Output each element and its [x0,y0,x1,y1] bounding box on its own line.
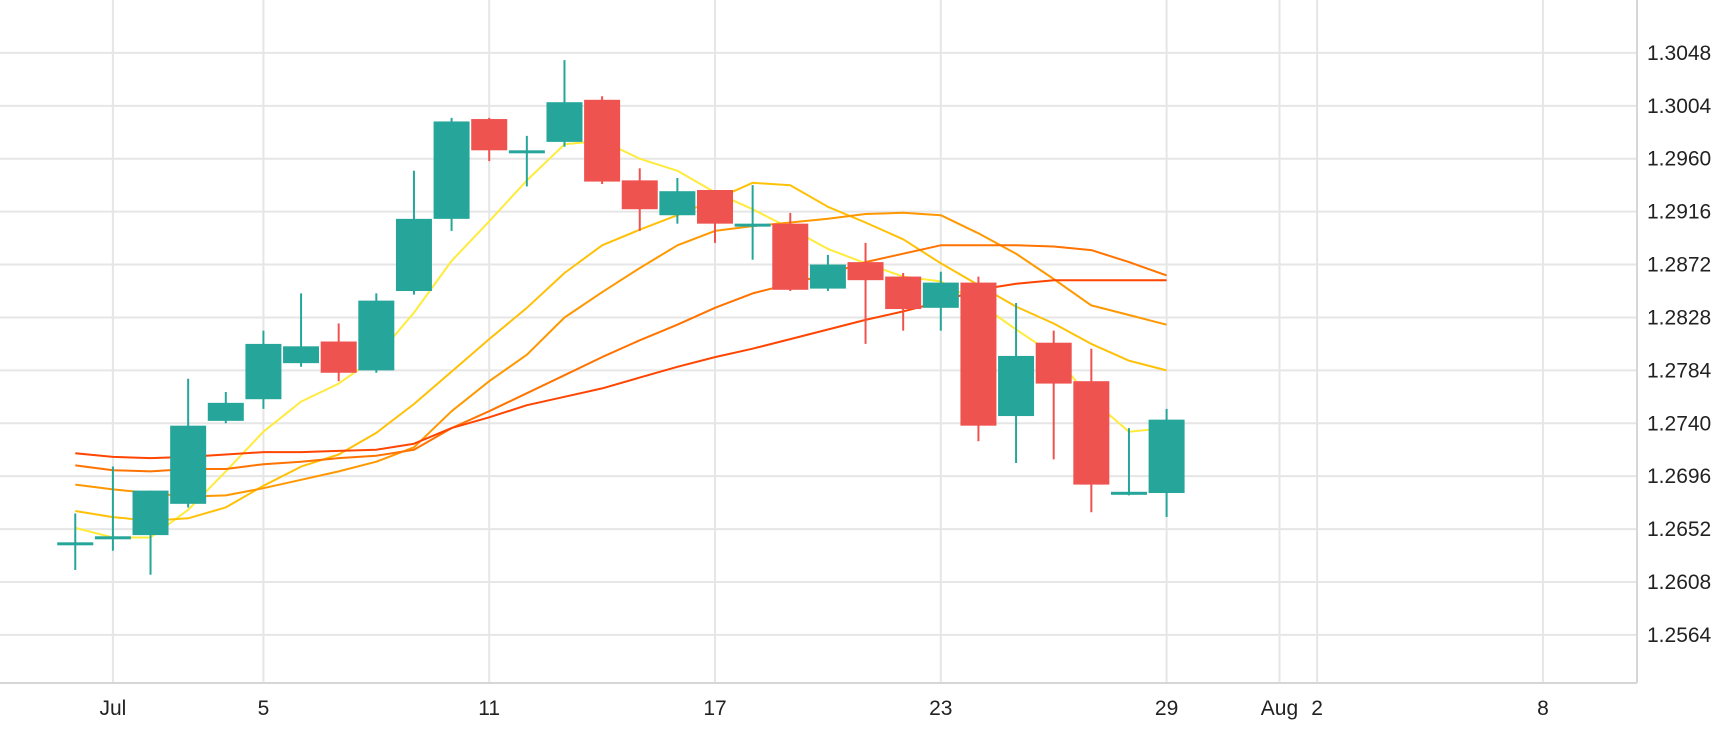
candle [1035,330,1072,460]
candle [132,490,169,575]
candle-body [922,282,959,308]
candle-body [697,189,734,224]
candle-body [132,490,169,536]
candle-body [395,218,432,291]
x-tick-label: 8 [1537,697,1549,720]
candles [57,60,1185,575]
candle [621,168,658,231]
y-tick-label: 1.2916 [1647,201,1711,224]
x-tick-label: 11 [478,697,500,720]
candle-body [57,542,94,546]
x-tick-label: 2 [1311,697,1323,720]
candle-body [809,264,846,289]
candle-body [245,343,282,400]
x-tick-label: Jul [99,697,126,720]
candle [57,513,94,570]
y-tick-label: 1.2872 [1647,254,1711,277]
moving-average-line [75,139,1167,539]
candle-body [1148,419,1185,494]
candle [885,272,922,331]
candle [1073,348,1110,513]
y-tick-label: 1.2608 [1647,571,1711,594]
moving-average-lines [75,139,1167,539]
candle-body [170,425,207,504]
candle-body [847,262,884,281]
candle-body [885,276,922,310]
x-tick-label: 17 [703,697,726,720]
candle [584,96,621,184]
candle-body [320,341,357,373]
y-tick-label: 1.2564 [1647,624,1712,647]
candle-body [659,191,696,216]
candle-body [94,536,131,540]
candle-body [621,180,658,210]
candle [283,293,320,367]
candle [659,177,696,224]
candle [697,189,734,243]
candle [546,60,583,147]
candle [245,330,282,409]
x-tick-label: 23 [929,697,952,720]
candle-body [772,223,809,290]
candle [320,323,357,382]
y-tick-label: 1.2740 [1647,412,1711,435]
candle-body [207,402,244,421]
candle [847,242,884,344]
candle [395,170,432,295]
y-tick-label: 1.2652 [1647,518,1711,541]
candle [94,466,131,551]
grid-lines [0,0,1637,683]
candle [1110,428,1147,496]
y-tick-label: 1.2696 [1647,465,1711,488]
x-tick-label: Aug [1261,697,1298,720]
candle [772,212,809,291]
candle-body [358,300,395,371]
axes: 1.3048 1.3004 1.2960 1.2916 1.2872 1.2828 1.27… [0,0,1712,720]
candle-body [998,355,1035,417]
x-tick-label: 5 [258,697,270,720]
moving-average-line [75,181,1167,522]
y-tick-label: 1.3004 [1647,95,1712,118]
candle [960,276,997,442]
candle-body [508,150,545,154]
candle-body [584,99,621,182]
candle [508,135,545,187]
candle [998,303,1035,463]
candle-body [433,121,470,219]
candle [471,117,508,162]
candle-body [960,282,997,426]
candle [433,117,470,231]
candle [207,392,244,424]
candle-body [734,223,771,227]
candle-body [1073,381,1110,485]
candle [358,293,395,373]
candle-body [1035,342,1072,384]
candle-body [1110,491,1147,495]
y-tick-label: 1.2960 [1647,148,1711,171]
candle [170,378,207,508]
y-tick-label: 1.2784 [1647,359,1712,382]
candle [1148,408,1185,518]
x-tick-label: 29 [1155,697,1178,720]
candle-body [471,119,508,151]
candle [809,254,846,291]
candle [922,271,959,331]
moving-average-line [75,244,1167,473]
candle [734,185,771,260]
candle-body [283,346,320,364]
moving-average-line [75,211,1167,498]
y-tick-label: 1.3048 [1647,42,1711,65]
y-tick-label: 1.2828 [1647,306,1711,329]
candle-body [546,102,583,142]
